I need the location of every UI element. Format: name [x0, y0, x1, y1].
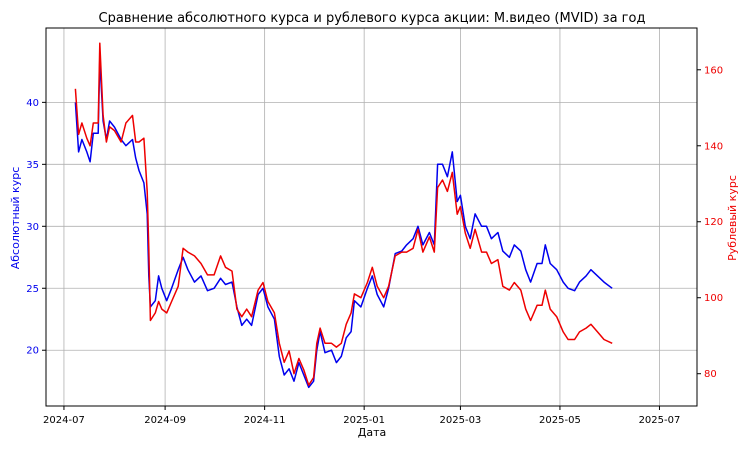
y-left-tick-label: 40 — [26, 98, 39, 109]
y-left-axis-ticks: 20 25 30 35 40 — [26, 98, 46, 357]
y-left-tick-label: 20 — [26, 346, 39, 357]
y-right-tick-label: 100 — [704, 293, 723, 304]
y-right-tick-label: 80 — [704, 369, 717, 380]
x-tick-label: 2025-07 — [639, 415, 681, 426]
y-right-axis-ticks: 80 100 120 140 160 — [697, 65, 723, 380]
x-tick-label: 2025-05 — [539, 415, 581, 426]
x-tick-label: 2024-09 — [144, 415, 186, 426]
y-right-tick-label: 140 — [704, 141, 723, 152]
x-axis-ticks: 2024-07 2024-09 2024-11 2025-01 2025-03 2025-… — [43, 406, 680, 426]
x-tick-label: 2025-01 — [343, 415, 385, 426]
chart-title: Сравнение абсолютного курса и рублевого … — [99, 11, 646, 26]
x-axis-label: Дата — [358, 426, 386, 439]
x-tick-label: 2024-11 — [244, 415, 286, 426]
x-tick-label: 2024-07 — [43, 415, 85, 426]
x-tick-label: 2025-03 — [440, 415, 482, 426]
grid — [46, 28, 697, 406]
y-left-tick-label: 25 — [26, 284, 39, 295]
series-line-absolute — [74, 58, 613, 389]
y-right-tick-label: 120 — [704, 217, 723, 228]
plot-frame — [45, 27, 698, 407]
y-right-tick-label: 160 — [704, 65, 723, 76]
y-left-axis-label: Абсолютный курс — [9, 167, 22, 270]
y-left-tick-label: 30 — [26, 222, 39, 233]
y-right-axis-label: Рублевый курс — [726, 175, 739, 261]
series-layer — [74, 42, 613, 389]
y-left-tick-label: 35 — [26, 160, 39, 171]
series-line-ruble — [74, 42, 613, 386]
